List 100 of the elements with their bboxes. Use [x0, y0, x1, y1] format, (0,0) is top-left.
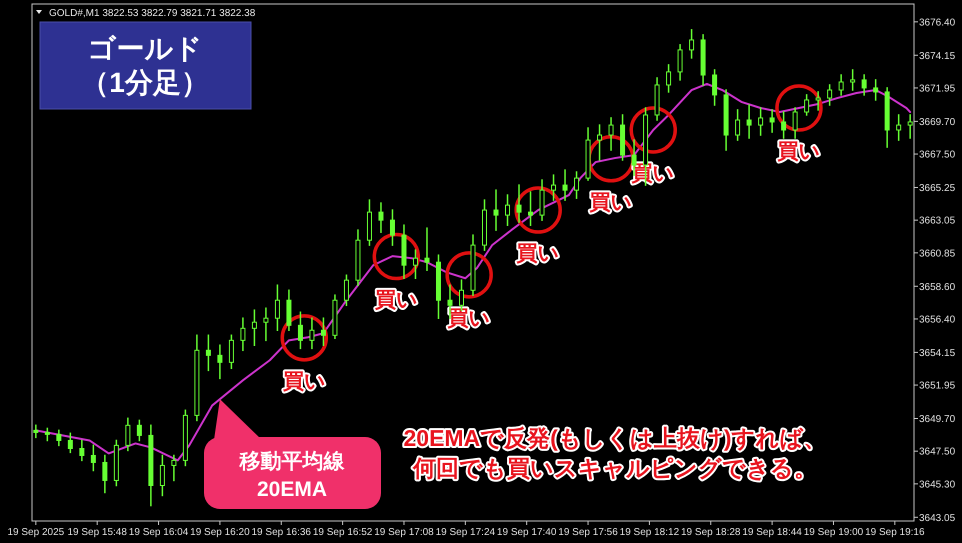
candlestick [574, 171, 580, 199]
y-tick-label: 3660.85 [919, 248, 956, 260]
candlestick [68, 432, 73, 454]
candlestick [862, 74, 867, 96]
y-tick-label: 3671.95 [919, 83, 956, 94]
y-tick-label: 3649.70 [919, 414, 956, 425]
buy-mark: 買い [372, 232, 420, 312]
candlestick [56, 430, 62, 446]
candlestick [344, 274, 349, 306]
candlestick [309, 317, 314, 350]
x-tick-label: 19 Sep 16:36 [252, 527, 312, 538]
y-tick-label: 3676.40 [919, 17, 956, 28]
x-tick-label: 19 Sep 15:48 [67, 527, 128, 538]
candlestick [908, 114, 913, 139]
x-tick-label: 19 Sep 19:16 [865, 527, 926, 538]
annotation: 買い [516, 242, 560, 266]
candlestick [528, 191, 534, 226]
candlestick [274, 284, 280, 331]
candlestick [816, 91, 821, 111]
candlestick [666, 64, 672, 93]
annotation: 買い [446, 306, 491, 330]
candlestick [136, 420, 142, 442]
buy-mark: 買い [514, 186, 562, 266]
annotation: 20EMAで反発(もしくは上抜け)すれば、何回でも買いスキャルピングできる。 [403, 425, 827, 481]
candlestick [160, 454, 165, 496]
candlestick [252, 309, 257, 346]
candlestick [125, 418, 130, 452]
candlestick [873, 79, 878, 101]
x-tick-label: 19 Sep 16:04 [128, 527, 189, 538]
candlestick [827, 84, 832, 106]
candlestick [90, 444, 96, 472]
x-tick-label: 19 Sep 18:44 [742, 527, 802, 538]
candlestick [424, 227, 430, 271]
candlestick [263, 308, 268, 342]
candlestick [217, 344, 222, 380]
candlestick [804, 94, 810, 116]
candlestick [79, 440, 84, 462]
candlestick [896, 114, 902, 141]
candlestick [770, 109, 775, 133]
x-tick-label: 19 Sep 17:24 [436, 527, 496, 538]
candlestick [838, 74, 844, 96]
candlestick [378, 202, 384, 233]
y-tick-label: 3663.05 [919, 216, 956, 227]
candlestick [608, 117, 614, 151]
candlestick [298, 312, 303, 350]
x-tick-label: 19 Sep 18:12 [620, 527, 680, 538]
x-tick-label: 19 Sep 17:08 [374, 527, 434, 538]
candlestick [102, 454, 108, 494]
candlestick [206, 334, 211, 372]
candlestick [562, 169, 568, 201]
candlestick [412, 249, 418, 279]
candlestick [228, 334, 234, 370]
buy-mark: 買い [445, 251, 493, 330]
candlestick [516, 184, 522, 223]
candlestick [712, 69, 718, 106]
candlestick [850, 69, 856, 91]
y-tick-label: 3656.40 [919, 314, 956, 326]
annotation: 買い [374, 288, 418, 312]
candlestick [792, 107, 798, 139]
candlestick [171, 454, 176, 482]
x-tick-label: 19 Sep 16:20 [190, 527, 250, 538]
candlestick [597, 124, 602, 161]
candlestick [390, 209, 395, 246]
candlestick [678, 44, 683, 81]
x-tick-label: 19 Sep 2025 [7, 527, 65, 538]
candlestick [781, 111, 786, 139]
x-tick-label: 19 Sep 18:28 [681, 527, 741, 538]
candlestick [551, 174, 556, 201]
y-tick-label: 3669.70 [919, 116, 956, 128]
y-tick-label: 3651.95 [919, 380, 956, 392]
candlestick [505, 194, 510, 226]
x-tick-label: 19 Sep 19:00 [804, 527, 864, 538]
y-tick-label: 3647.50 [919, 446, 956, 458]
x-tick-label: 19 Sep 17:40 [496, 527, 557, 538]
candlestick [44, 428, 50, 442]
annotation: 買い [776, 140, 820, 163]
candlestick [494, 189, 499, 231]
candlestick [758, 107, 764, 136]
y-tick-label: 3665.25 [919, 182, 956, 194]
candlestick [689, 29, 694, 59]
candlestick [240, 317, 246, 352]
x-tick-label: 19 Sep 16:52 [312, 527, 373, 538]
annotation: 買い [588, 190, 633, 214]
candlestick [735, 109, 740, 141]
callout: 移動平均線 20EMA [204, 399, 381, 509]
candlestick [746, 104, 752, 139]
candlestick [320, 317, 326, 346]
x-tick-label: 19 Sep 17:56 [558, 527, 618, 538]
y-tick-label: 3667.50 [919, 150, 956, 161]
annotation: 移動平均線 20EMA [238, 450, 346, 501]
buy-mark: 買い [280, 314, 328, 393]
title: ゴールド（1分足） [40, 22, 252, 110]
y-tick-label: 3643.05 [919, 512, 956, 524]
y-tick-label: 3645.30 [919, 479, 956, 490]
y-tick-label: 3658.60 [919, 282, 956, 293]
candlestick [33, 424, 38, 438]
chart-subtitle: GOLD#,M1 3822.53 3822.79 3821.71 3822.38 [49, 8, 256, 19]
buy-mark: 買い [775, 84, 823, 163]
annotation: 買い [282, 370, 326, 393]
y-tick-label: 3674.15 [919, 50, 956, 62]
